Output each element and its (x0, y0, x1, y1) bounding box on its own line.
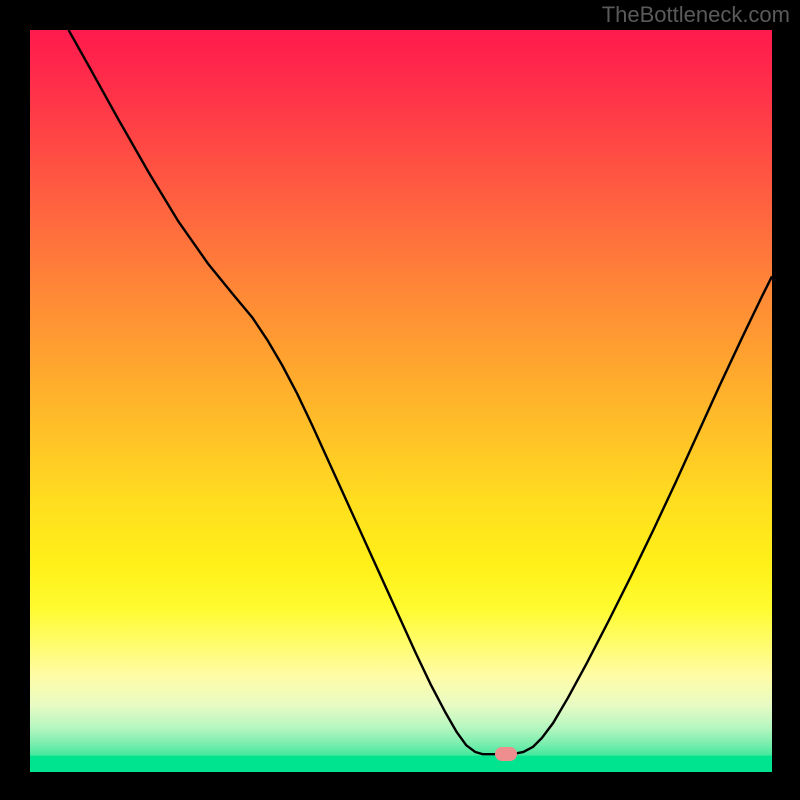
optimal-point-marker (495, 747, 517, 761)
plot-area (30, 30, 772, 772)
watermark-text: TheBottleneck.com (602, 2, 790, 28)
plot-gradient-bg (30, 30, 772, 772)
